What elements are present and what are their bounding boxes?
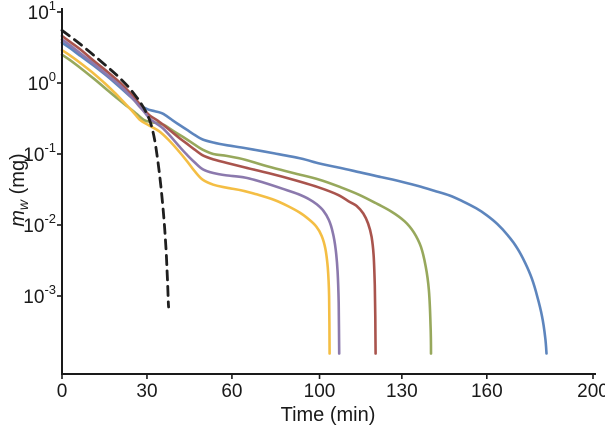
y-axis-title: mw (mg): [7, 153, 31, 226]
x-tick-label: 30: [136, 381, 157, 402]
series-red-line: [60, 34, 377, 355]
series-black-dashed-line: [60, 29, 170, 309]
series-yellow-line: [60, 48, 331, 355]
y-tick-label: 100: [28, 69, 56, 95]
y-tick-label: 10-1: [23, 140, 56, 166]
x-tick-label: 0: [57, 381, 68, 402]
series-purple-line: [60, 38, 341, 355]
x-axis-title: Time (min): [281, 404, 376, 426]
y-tick-label: 10-3: [23, 282, 56, 308]
series-olive-green-line: [60, 53, 433, 355]
x-tick-label: 60: [221, 381, 242, 402]
x-tick-label: 160: [471, 381, 503, 402]
y-tick-label: 101: [28, 0, 56, 24]
x-tick-label: 100: [304, 381, 336, 402]
x-tick-label: 200: [577, 381, 605, 402]
x-tick-label: 130: [386, 381, 418, 402]
y-tick-label: 10-2: [23, 211, 56, 237]
